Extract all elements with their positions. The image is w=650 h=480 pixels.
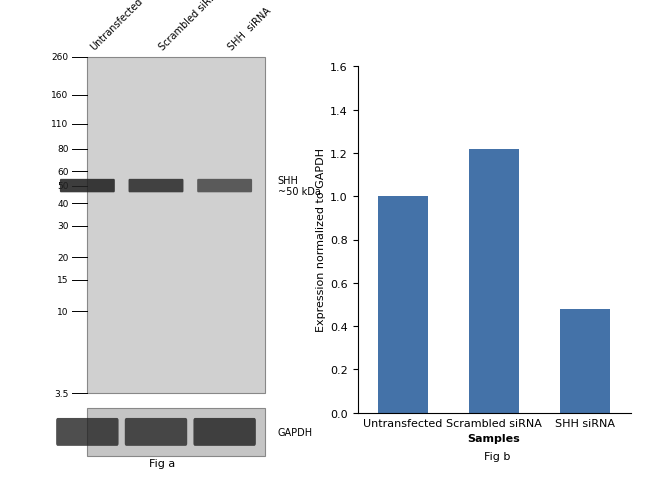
- FancyBboxPatch shape: [60, 180, 115, 193]
- Text: Scrambled siRNA: Scrambled siRNA: [157, 0, 224, 53]
- FancyBboxPatch shape: [125, 418, 187, 446]
- Text: SHH  siRNA: SHH siRNA: [226, 6, 273, 53]
- Text: Fig a: Fig a: [149, 458, 176, 468]
- Bar: [469, 149, 519, 413]
- Bar: [87, 408, 265, 456]
- Text: 3.5: 3.5: [54, 389, 69, 398]
- Bar: [87, 58, 265, 394]
- Text: 50: 50: [57, 182, 69, 191]
- Text: 15: 15: [57, 276, 69, 285]
- FancyBboxPatch shape: [129, 180, 183, 193]
- Text: SHH
~50 kDa: SHH ~50 kDa: [278, 175, 320, 197]
- X-axis label: Samples: Samples: [467, 433, 521, 443]
- Text: 40: 40: [57, 199, 69, 208]
- Text: 260: 260: [51, 53, 69, 62]
- Text: 110: 110: [51, 120, 69, 129]
- FancyBboxPatch shape: [194, 418, 256, 446]
- Text: Fig b: Fig b: [484, 451, 510, 461]
- FancyBboxPatch shape: [197, 180, 252, 193]
- Text: GAPDH: GAPDH: [278, 427, 313, 437]
- Y-axis label: Expression normalized to GAPDH: Expression normalized to GAPDH: [316, 148, 326, 332]
- Text: 80: 80: [57, 145, 69, 154]
- Text: 20: 20: [57, 253, 69, 262]
- FancyBboxPatch shape: [56, 418, 118, 446]
- Text: Untransfected: Untransfected: [89, 0, 145, 53]
- Text: 160: 160: [51, 91, 69, 100]
- Bar: [560, 309, 610, 413]
- Text: 60: 60: [57, 168, 69, 177]
- Text: 30: 30: [57, 222, 69, 230]
- Bar: [378, 197, 428, 413]
- Text: 10: 10: [57, 307, 69, 316]
